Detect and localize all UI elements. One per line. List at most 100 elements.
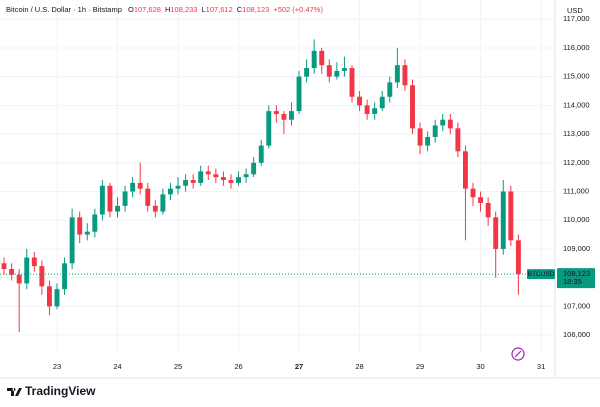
candle-body (281, 113, 287, 120)
candle-body (296, 76, 302, 112)
candle-body (258, 145, 264, 163)
x-tick-label: 31 (537, 362, 545, 371)
x-tick-label: 25 (174, 362, 182, 371)
candle-body (402, 65, 408, 86)
candle-body (213, 174, 219, 178)
countdown: 18:35 (563, 277, 582, 286)
candle-body (266, 111, 272, 146)
candle-body (152, 205, 158, 212)
ohlc-value: 107,612 (206, 5, 233, 14)
grid (0, 0, 555, 352)
y-tick-label: 110,000 (563, 215, 590, 224)
candle-body (107, 185, 113, 212)
candle-body (357, 96, 363, 106)
axes: 106,000107,000108,000109,000110,000111,0… (0, 0, 600, 379)
candle-body (39, 266, 45, 287)
candle-body (69, 217, 75, 264)
candle-body (220, 177, 226, 181)
reset-circle[interactable] (511, 347, 525, 361)
change: +502 (+0.47%) (273, 5, 323, 14)
candle-body (410, 85, 415, 129)
candle-body (273, 111, 279, 114)
logo-text: TradingView (25, 384, 96, 398)
reset-icon[interactable] (511, 347, 525, 361)
candle-body (341, 68, 347, 71)
candle-body (243, 174, 249, 178)
candle-body (77, 217, 83, 235)
ticker-tag-bg (527, 269, 555, 280)
candle-body (425, 136, 431, 146)
candle-body (122, 191, 128, 206)
candle-body (447, 119, 453, 129)
candle-body (31, 257, 37, 267)
x-tick-label: 30 (476, 362, 484, 371)
candle-body (462, 151, 468, 189)
candle-body (349, 68, 355, 97)
x-tick-label: 24 (113, 362, 121, 371)
candle-body (84, 231, 90, 235)
y-tick-label: 111,000 (563, 186, 589, 195)
header: Bitcoin / U.S. Dollar · 1h · Bitstamp O1… (6, 5, 323, 14)
candle-body (455, 128, 461, 152)
ticker-tag: BTCUSD (528, 271, 555, 278)
price-tag-bg (557, 268, 595, 289)
reset-stroke[interactable] (514, 350, 522, 358)
candle-body (508, 191, 514, 241)
candle-body (485, 202, 491, 218)
candle-body (228, 180, 234, 183)
candle-body (99, 185, 105, 215)
candle-body (417, 128, 423, 146)
candle-body (500, 191, 506, 249)
x-tick-label: 28 (355, 362, 363, 371)
ohlc-value: 108,123 (242, 5, 269, 14)
x-tick-label: 26 (234, 362, 242, 371)
candle-body (1, 263, 7, 270)
y-tick-label: 114,000 (563, 100, 590, 109)
candles (0, 39, 555, 333)
candle-body (478, 197, 484, 203)
candle-body (470, 188, 476, 198)
candle-body (319, 50, 325, 66)
ohlc-value: 107,628 (134, 5, 161, 14)
candle-body (311, 50, 317, 69)
candle-body (62, 263, 68, 290)
y-tick-label: 117,000 (563, 14, 590, 23)
candle-body (387, 82, 393, 97)
candle-body (236, 177, 241, 183)
candle-body (326, 65, 332, 77)
ohlc-label: O (128, 5, 134, 14)
candle-body (24, 257, 30, 284)
candle-body (54, 289, 60, 307)
candle-body (175, 185, 181, 189)
candle-body (9, 269, 15, 275)
ohlc-value: 108,233 (170, 5, 197, 14)
candle-body (394, 65, 400, 83)
candle-body (183, 180, 189, 186)
candle-body (493, 217, 499, 249)
y-tick-label: 107,000 (563, 301, 590, 310)
ohlc-label: H (165, 5, 170, 14)
candle-body (145, 188, 151, 206)
candle-body (16, 274, 22, 284)
logo: TradingView (7, 384, 96, 398)
candle-body (379, 96, 385, 109)
candle-body (304, 68, 310, 77)
candle-body (372, 108, 378, 114)
candle-body (432, 125, 438, 137)
y-tick-label: 112,000 (563, 158, 590, 167)
candle-body (46, 286, 52, 307)
y-tick-label: 115,000 (563, 72, 590, 81)
x-tick-label: 29 (416, 362, 424, 371)
candle-body (130, 182, 136, 192)
candle-body (137, 182, 143, 189)
candle-body (115, 205, 120, 212)
candle-body (167, 188, 173, 195)
y-tick-label: 116,000 (563, 43, 590, 52)
price-tag: 108,123 (563, 269, 590, 278)
candle-body (364, 105, 370, 114)
y-tick-label: 109,000 (563, 244, 590, 253)
candle-body (160, 194, 166, 212)
candle-body (515, 240, 521, 275)
candle-body (205, 171, 211, 175)
